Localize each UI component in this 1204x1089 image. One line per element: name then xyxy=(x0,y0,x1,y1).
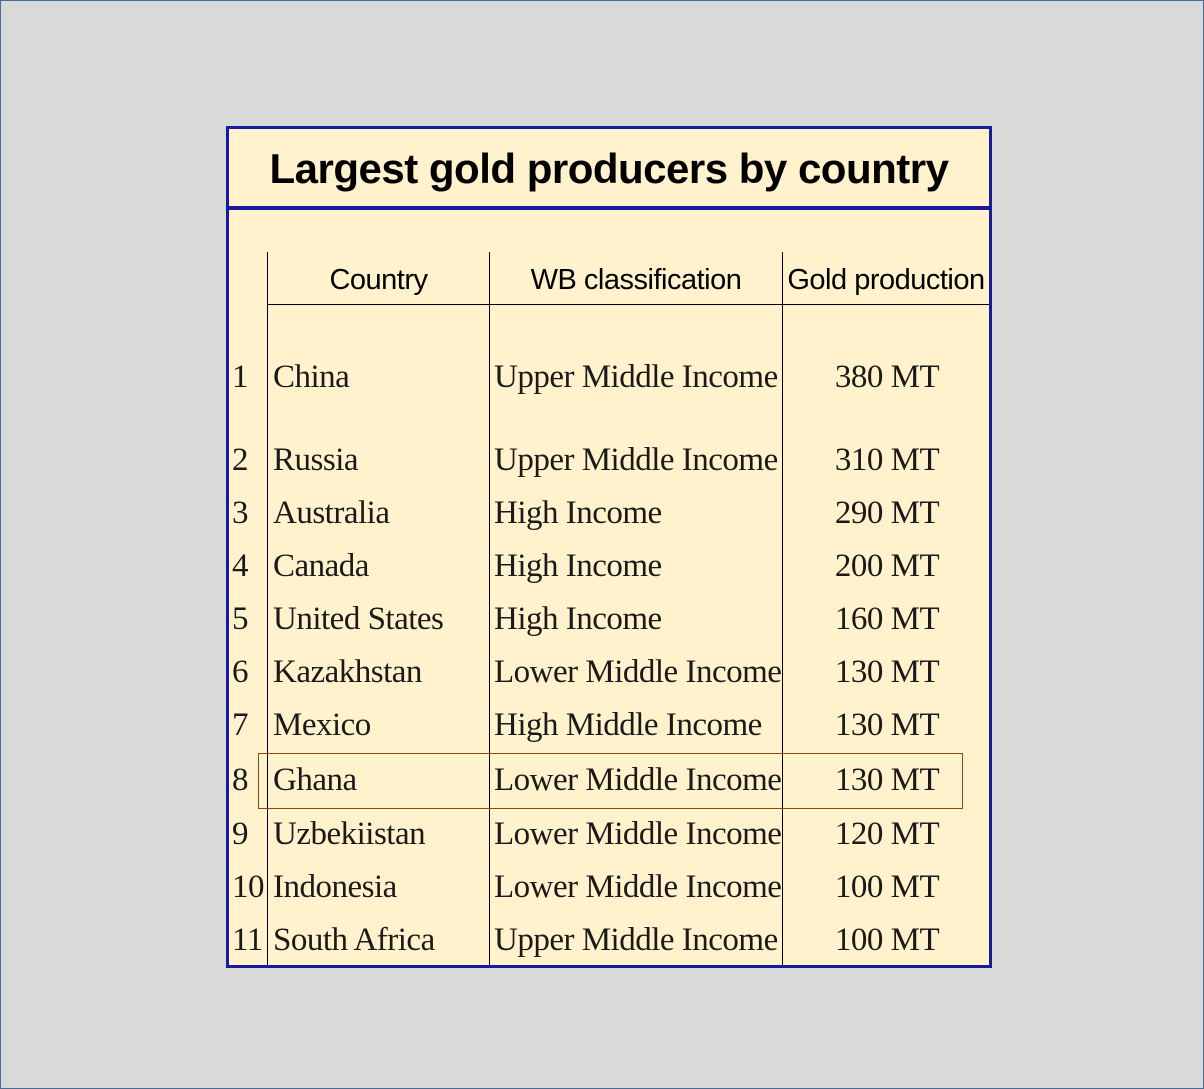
classification-cell: Lower Middle Income xyxy=(494,654,782,690)
classification-cell: High Income xyxy=(494,601,662,637)
production-cell: 380 MT xyxy=(834,359,940,395)
production-cell: 100 MT xyxy=(834,922,940,958)
header-underline xyxy=(267,304,989,305)
production-cell: 160 MT xyxy=(834,601,940,637)
country-cell: Ghana xyxy=(273,762,357,798)
classification-cell: High Income xyxy=(494,495,662,531)
country-cell: United States xyxy=(273,601,444,637)
country-cell: Mexico xyxy=(273,707,371,743)
column-divider-rank xyxy=(267,252,268,965)
classification-cell: High Middle Income xyxy=(494,707,762,743)
classification-cell: High Income xyxy=(494,548,662,584)
rank-cell: 1 xyxy=(232,359,249,395)
country-cell: South Africa xyxy=(273,922,435,958)
country-cell: Uzbekiistan xyxy=(273,816,426,852)
production-cell: 100 MT xyxy=(834,869,940,905)
country-cell: Kazakhstan xyxy=(273,654,422,690)
production-cell: 130 MT xyxy=(834,762,940,798)
country-cell: Russia xyxy=(273,442,359,478)
table-title: Largest gold producers by country xyxy=(229,129,989,210)
rank-cell: 6 xyxy=(232,654,249,690)
column-divider-classification xyxy=(782,252,783,965)
rank-cell: 8 xyxy=(232,762,249,798)
rank-cell: 7 xyxy=(232,707,249,743)
highlighted-row-box xyxy=(258,753,963,809)
classification-cell: Upper Middle Income xyxy=(494,442,778,478)
production-cell: 310 MT xyxy=(834,442,940,478)
production-cell: 290 MT xyxy=(834,495,940,531)
production-cell: 120 MT xyxy=(834,816,940,852)
classification-cell: Upper Middle Income xyxy=(494,359,778,395)
rank-cell: 2 xyxy=(232,442,249,478)
column-divider-country xyxy=(489,252,490,965)
gold-producers-table: Largest gold producers by country Countr… xyxy=(226,126,992,968)
classification-cell: Lower Middle Income xyxy=(494,762,782,798)
rank-cell: 4 xyxy=(232,548,249,584)
header-classification: WB classification xyxy=(530,264,742,296)
rank-cell: 11 xyxy=(232,922,263,958)
header-production: Gold production xyxy=(787,264,985,296)
classification-cell: Lower Middle Income xyxy=(494,869,782,905)
production-cell: 200 MT xyxy=(834,548,940,584)
country-cell: China xyxy=(273,359,350,395)
rank-cell: 10 xyxy=(232,869,265,905)
production-cell: 130 MT xyxy=(834,654,940,690)
country-cell: Indonesia xyxy=(273,869,397,905)
rank-cell: 5 xyxy=(232,601,249,637)
rank-cell: 9 xyxy=(232,816,249,852)
header-country: Country xyxy=(329,264,428,296)
country-cell: Australia xyxy=(273,495,390,531)
classification-cell: Lower Middle Income xyxy=(494,816,782,852)
rank-cell: 3 xyxy=(232,495,249,531)
country-cell: Canada xyxy=(273,548,369,584)
production-cell: 130 MT xyxy=(834,707,940,743)
classification-cell: Upper Middle Income xyxy=(494,922,778,958)
